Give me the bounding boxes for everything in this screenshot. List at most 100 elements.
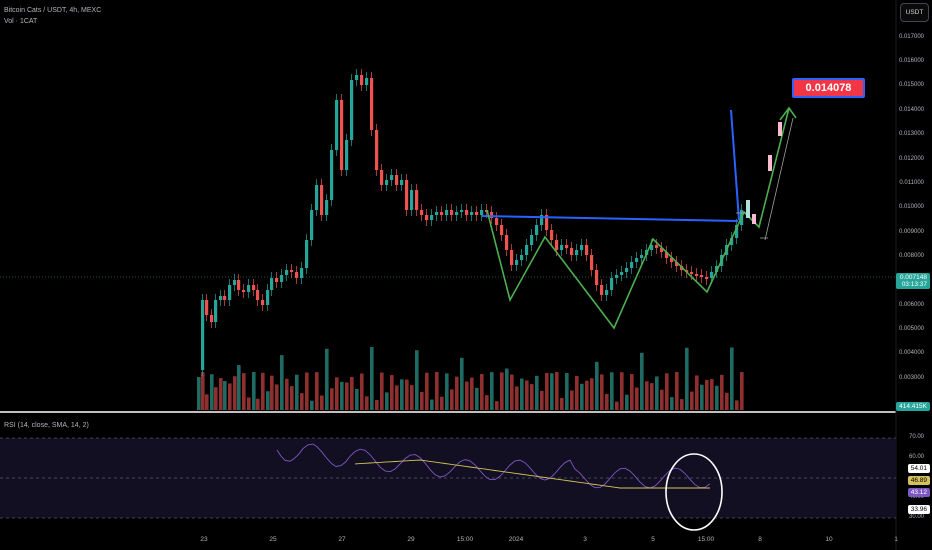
time-tick: 5 <box>651 536 655 543</box>
currency-button[interactable]: USDT <box>900 3 929 22</box>
candle <box>540 215 544 225</box>
volume-bar <box>214 387 218 410</box>
volume-bar <box>715 385 719 410</box>
volume-legend: Vol · 1CAT <box>4 18 38 25</box>
candle <box>640 255 644 258</box>
candle <box>445 210 449 215</box>
volume-bar <box>540 390 544 410</box>
volume-bar <box>660 389 664 410</box>
volume-bar <box>385 392 389 410</box>
candle <box>575 250 579 255</box>
candle <box>710 272 714 278</box>
price-tick: 0.014000 <box>898 107 924 113</box>
candle <box>390 175 394 180</box>
volume-bar <box>595 361 599 410</box>
volume-bar <box>685 347 689 410</box>
volume-bar <box>450 389 454 410</box>
volume-bar <box>380 372 384 410</box>
candle <box>600 285 604 295</box>
volume-bar <box>535 375 539 410</box>
volume-bar <box>350 376 354 410</box>
candle <box>370 78 374 130</box>
volume-bar <box>390 375 394 410</box>
candle <box>590 255 594 270</box>
volume-bar <box>615 401 619 410</box>
volume-bar <box>330 388 334 410</box>
candle <box>735 225 739 238</box>
candle <box>410 190 414 210</box>
volume-bar <box>247 397 251 410</box>
volume-bar <box>370 347 374 410</box>
time-tick: 1 <box>894 536 898 543</box>
rsi-band-lower-badge: 33.96 <box>907 505 930 514</box>
candle <box>700 275 704 277</box>
volume-bars <box>197 347 744 410</box>
volume-bar <box>455 376 459 410</box>
rsi-sma-line <box>354 459 710 489</box>
volume-bar <box>665 373 669 410</box>
volume-bar <box>485 395 489 410</box>
candle <box>214 300 218 322</box>
volume-bar <box>435 372 439 410</box>
candle <box>605 290 609 295</box>
volume-bar <box>725 392 729 410</box>
volume-bar <box>425 372 429 410</box>
candle <box>228 285 232 300</box>
candle <box>665 252 669 258</box>
rsi-tick: 40.00 <box>908 494 924 500</box>
price-tick: 0.016000 <box>898 58 924 64</box>
volume-bar <box>340 381 344 410</box>
candle <box>545 215 549 230</box>
candle <box>261 300 265 305</box>
candle <box>465 210 469 215</box>
candle <box>400 180 404 185</box>
candle <box>475 212 479 215</box>
volume-bar <box>610 372 614 410</box>
candle-countdown: 03:13:37 <box>901 281 927 288</box>
candle <box>695 274 699 276</box>
candle <box>237 280 241 290</box>
volume-bar <box>365 396 369 410</box>
candle <box>595 270 599 285</box>
volume-bar <box>505 368 509 410</box>
candle <box>560 245 564 250</box>
volume-bar <box>565 373 569 410</box>
volume-bar <box>266 391 270 410</box>
projection-line <box>730 109 740 221</box>
candle <box>460 210 464 212</box>
candle <box>201 300 205 370</box>
price-tick: 0.006000 <box>898 302 924 308</box>
volume-bar <box>635 387 639 410</box>
volume-bar <box>335 377 339 410</box>
volume-bar <box>210 374 214 410</box>
time-tick: 15:00 <box>456 536 474 543</box>
volume-bar <box>355 388 359 410</box>
candle <box>375 130 379 170</box>
candle <box>490 212 494 218</box>
volume-bar <box>360 373 364 410</box>
candle <box>305 240 309 268</box>
volume-bar <box>256 398 260 410</box>
volume-bar <box>400 379 404 410</box>
volume-bar <box>730 347 734 410</box>
volume-bar <box>270 375 274 410</box>
volume-bar <box>495 401 499 410</box>
volume-bar <box>280 355 284 410</box>
price-tick: 0.012000 <box>898 156 924 162</box>
rsi-line <box>276 443 711 489</box>
candle <box>480 210 484 215</box>
volume-bar <box>585 380 589 410</box>
candle <box>705 277 709 279</box>
volume-bar <box>720 374 724 410</box>
price-tick: 0.011000 <box>899 180 924 186</box>
candle <box>345 140 349 170</box>
chart-title: Bitcoin Cats / USDT, 4h, MEXC <box>4 7 102 14</box>
volume-bar <box>545 372 549 410</box>
volume-bar <box>500 372 504 410</box>
candle <box>570 248 574 255</box>
price-tick: 0.005000 <box>898 326 924 332</box>
volume-bar <box>490 372 494 410</box>
volume-bar <box>640 352 644 410</box>
